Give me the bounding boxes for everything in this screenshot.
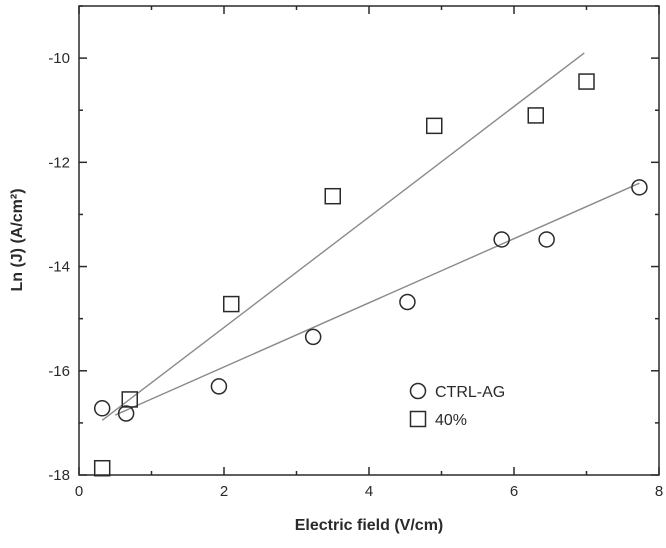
data-markers [93, 73, 648, 477]
legend-label: CTRL-AG [435, 384, 505, 401]
square-marker [223, 295, 240, 313]
square-marker [527, 107, 544, 124]
fit-line [114, 182, 640, 416]
circle-marker [538, 231, 555, 248]
circle-marker [493, 231, 510, 248]
plot-frame [78, 5, 660, 476]
fit-lines [101, 52, 640, 421]
circle-marker [117, 405, 135, 422]
circle-marker [93, 400, 111, 417]
y-tick-label: -18 [48, 467, 70, 484]
legend-label: 40% [435, 412, 467, 429]
square-marker [426, 117, 443, 135]
circle-marker [631, 179, 648, 196]
x-tick-label: 4 [365, 483, 373, 500]
square-marker [93, 459, 111, 477]
legend: CTRL-AG 40% [409, 382, 505, 429]
y-tick-label: -12 [48, 154, 70, 171]
x-tick-label: 8 [655, 483, 663, 500]
x-tick-label: 0 [75, 483, 83, 500]
tick-labels: 0 2 4 6 8 -18 -16 -14 -12 -10 [48, 50, 663, 500]
y-tick-label: -14 [48, 259, 70, 276]
circle-marker [399, 293, 416, 311]
square-marker [578, 73, 595, 90]
x-axis-title: Electric field (V/cm) [295, 517, 444, 534]
square-marker [324, 187, 341, 205]
y-tick-label: -10 [48, 50, 70, 67]
circle-marker [210, 378, 228, 395]
y-tick-label: -16 [48, 363, 70, 380]
circle-marker [304, 328, 322, 346]
y-axis-title: Ln (J) (A/cm²) [9, 188, 26, 291]
fit-line [101, 52, 585, 421]
legend-marker [409, 382, 427, 400]
x-tick-label: 2 [220, 483, 228, 500]
x-tick-label: 6 [510, 483, 518, 500]
legend-marker [409, 410, 427, 428]
square-marker [121, 391, 138, 408]
axis-ticks [78, 5, 660, 476]
